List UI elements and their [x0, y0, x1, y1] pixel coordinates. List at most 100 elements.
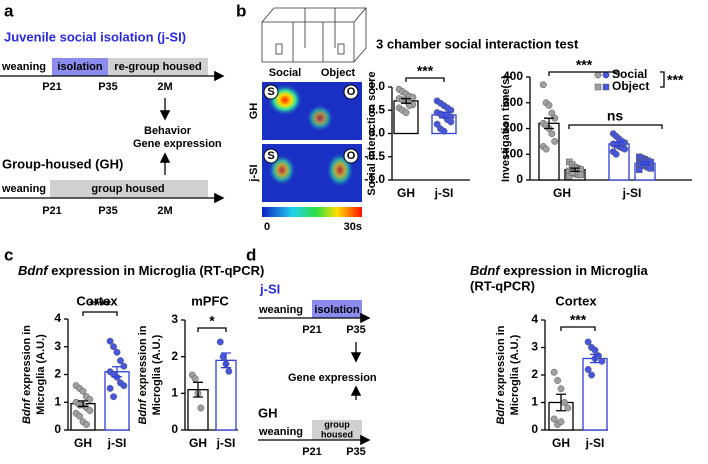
- significance: ***: [576, 57, 593, 73]
- data-point: [550, 368, 558, 376]
- timeline-label: group housed: [91, 183, 164, 195]
- y-tick-label: 2: [171, 349, 178, 363]
- y-label-rest: expression in: [21, 325, 33, 399]
- regroup-box: [108, 58, 208, 76]
- y-tick-label: 1.0: [368, 79, 385, 93]
- timeline-label: weaning: [258, 304, 303, 316]
- diagram-title: Juvenile social isolation (j-SI): [4, 29, 186, 44]
- chart-title: Cortex: [76, 293, 118, 308]
- y-tick-label: 0: [54, 422, 61, 436]
- diagram-title: Group-housed (GH): [2, 156, 123, 171]
- legend-marker: [602, 71, 610, 79]
- x-tick-label: j-SI: [107, 436, 127, 450]
- legend-label: Social: [612, 67, 647, 81]
- data-point: [545, 101, 553, 109]
- data-point: [120, 382, 128, 390]
- timeline-label: re-group housed: [114, 61, 201, 73]
- y-label-italic: Bdnf: [137, 398, 149, 424]
- y-tick-label: 0: [516, 172, 523, 186]
- bar: [104, 371, 130, 431]
- data-point: [106, 384, 114, 392]
- error-bar: [590, 353, 600, 364]
- x-tick-label: GH: [397, 186, 415, 200]
- timepoint: 2M: [157, 81, 172, 93]
- cup-label: S: [267, 150, 274, 162]
- y-axis-label: Bdnf expression in: [137, 325, 149, 424]
- data-point: [548, 109, 556, 117]
- y-tick-label: 0: [531, 422, 538, 436]
- data-point: [82, 421, 90, 428]
- data-point: [110, 343, 118, 351]
- outcome: Gene expression: [133, 138, 222, 150]
- y-tick-label: 3: [54, 339, 61, 353]
- data-point: [409, 93, 417, 101]
- timepoint: P21: [302, 446, 322, 458]
- panel-title: Bdnf expression in Microglia: [470, 263, 648, 278]
- significance: *: [209, 313, 215, 329]
- data-point: [539, 81, 547, 89]
- data-point: [554, 377, 562, 384]
- data-point: [612, 150, 620, 158]
- timeline-label: housed: [321, 429, 353, 439]
- data-point: [79, 387, 87, 395]
- timepoint: 2M: [157, 205, 172, 217]
- timepoint: P35: [98, 205, 118, 217]
- x-tick-label: j-SI: [434, 186, 454, 200]
- y-tick-label: -0.5: [364, 149, 385, 163]
- y-tick-label: 0.0: [368, 126, 385, 140]
- data-point: [86, 396, 94, 403]
- panel-title: 3 chamber social interaction test: [376, 36, 579, 51]
- chamber-label: Object: [321, 67, 356, 79]
- chamber-label: Social: [269, 67, 301, 79]
- x-tick-label: j-SI: [585, 436, 605, 450]
- data-point: [106, 337, 114, 345]
- chart-title: mPFC: [191, 293, 229, 308]
- data-point: [402, 109, 410, 117]
- panel-label: d: [246, 245, 256, 264]
- legend-marker: [594, 83, 602, 91]
- significance: ***: [667, 72, 684, 88]
- colorbar-label: 0: [264, 221, 270, 233]
- y-axis-label: Bdnf expression in: [495, 325, 507, 424]
- y-tick-label: 400: [503, 69, 523, 83]
- cup-label: O: [347, 150, 356, 162]
- title-italic: Bdnf: [470, 263, 501, 278]
- timepoint: P35: [346, 324, 366, 336]
- y-tick-label: -1.0: [364, 172, 385, 186]
- y-tick-label: 2: [54, 367, 61, 381]
- panel-label: a: [4, 1, 14, 20]
- x-tick-label: GH: [74, 436, 92, 450]
- y-tick-label: 1: [171, 386, 178, 400]
- significance: ****: [89, 297, 111, 313]
- significance-bracket: [560, 326, 596, 331]
- diagram-title: GH: [258, 405, 278, 420]
- error-bar: [439, 111, 449, 119]
- significance: ns: [607, 108, 624, 124]
- error-bar: [112, 366, 122, 378]
- colorbar-label: 30s: [344, 221, 362, 233]
- row-label: GH: [248, 103, 260, 120]
- data-point: [598, 357, 606, 365]
- data-point: [216, 338, 224, 346]
- y-tick-label: 1: [54, 394, 61, 408]
- data-point: [440, 127, 448, 135]
- y-axis-label: Investigation time(s): [500, 75, 512, 182]
- error-bar: [614, 141, 624, 147]
- significance: ***: [570, 312, 587, 328]
- significance-bracket: [405, 77, 445, 82]
- y-tick-label: 4: [54, 311, 61, 325]
- y-axis-label: Microglia (A.U.): [509, 334, 521, 415]
- timepoint: P21: [302, 324, 322, 336]
- outcome: Gene expression: [288, 372, 377, 384]
- cup-label: S: [267, 86, 274, 98]
- y-tick-label: 4: [531, 312, 538, 326]
- data-point: [551, 137, 559, 145]
- data-point: [225, 367, 233, 375]
- data-point: [542, 145, 550, 153]
- data-point: [647, 165, 654, 172]
- data-point: [405, 102, 413, 110]
- data-point: [110, 393, 118, 401]
- legend-marker: [594, 71, 602, 79]
- error-bar: [193, 381, 203, 398]
- group-box: [312, 420, 362, 440]
